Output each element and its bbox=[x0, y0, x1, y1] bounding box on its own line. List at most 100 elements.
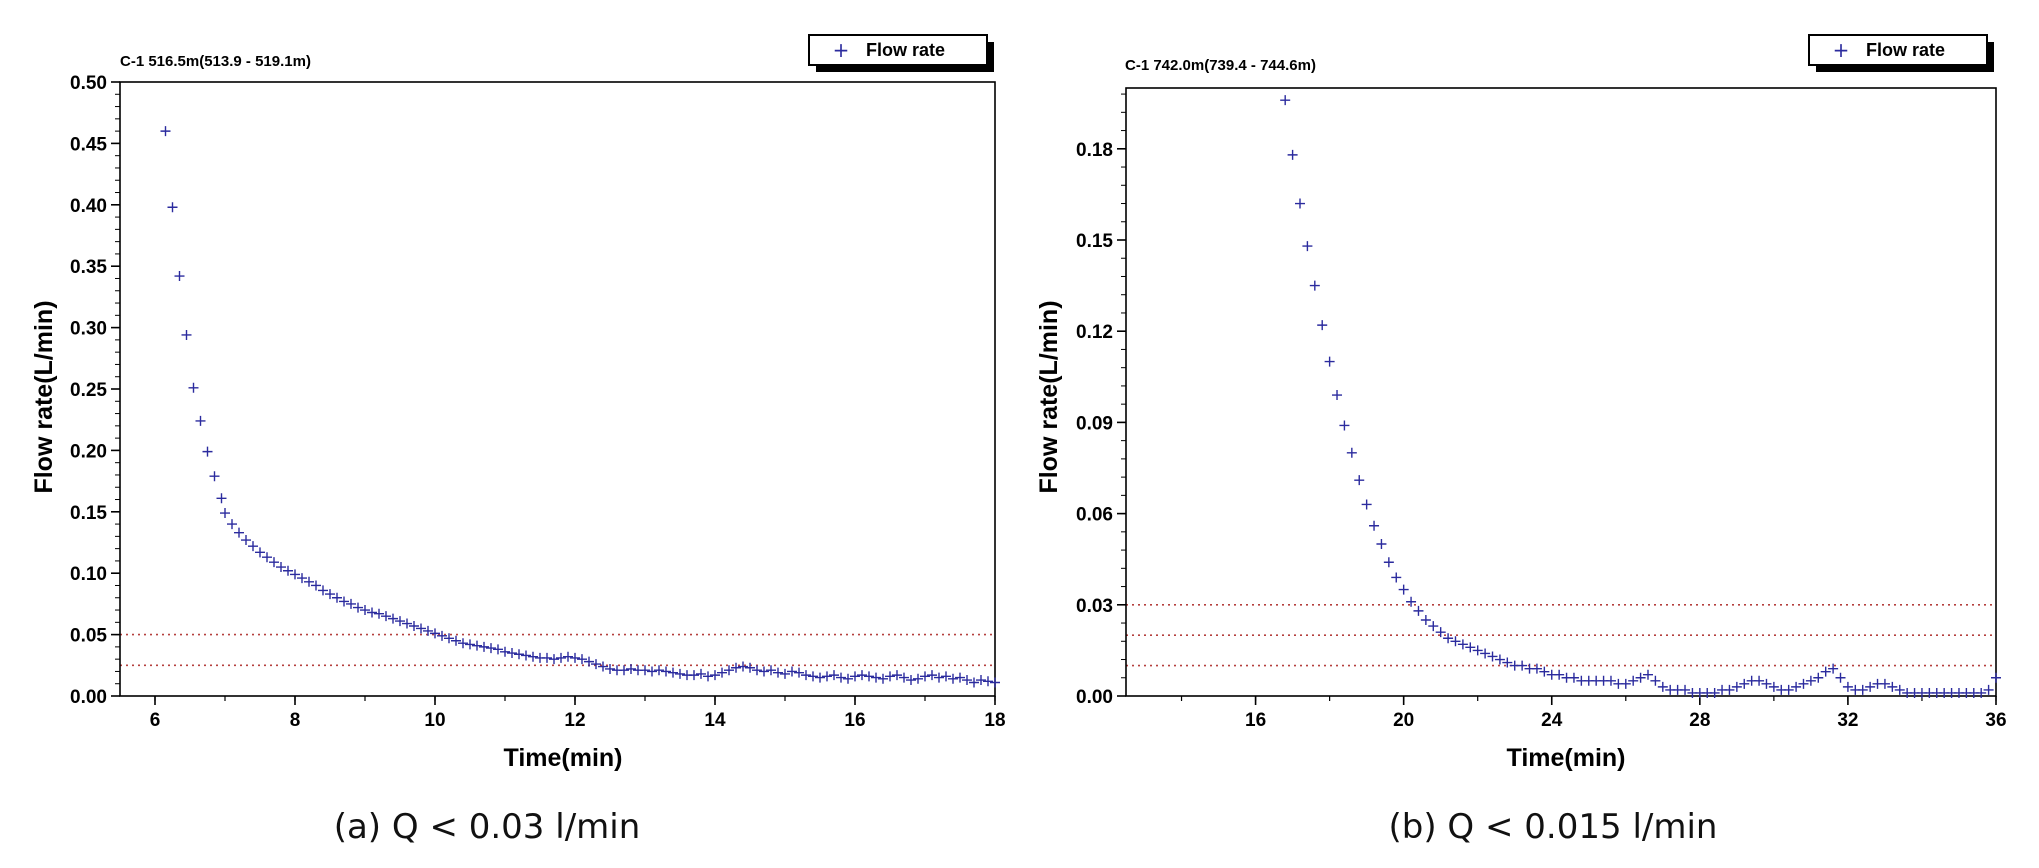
panel-b-data-point bbox=[1813, 672, 1824, 683]
panel-a-data-point bbox=[759, 666, 769, 677]
panel-b-x-tick-label-4: 32 bbox=[1837, 710, 1858, 731]
panel-b-data-point bbox=[1309, 280, 1320, 291]
panel-a-data-point bbox=[626, 663, 636, 674]
panel-b-data-point bbox=[1976, 687, 1987, 698]
panel-b-y-tick-label-1: 0.03 bbox=[1076, 596, 1113, 617]
panel-a-data-point bbox=[360, 605, 370, 616]
panel-b-ylabel: Flow rate(L/min) bbox=[1035, 300, 1063, 493]
panel-a-x-tick-label-3: 12 bbox=[564, 710, 585, 731]
panel-a-data-point bbox=[416, 623, 426, 634]
panel-b-data-point bbox=[1354, 475, 1365, 486]
panel-a-data-point bbox=[864, 671, 874, 682]
panel-a-data-point bbox=[836, 672, 846, 683]
panel-a-data-point bbox=[297, 573, 307, 584]
panel-b-data-point bbox=[1531, 663, 1542, 674]
panel-a-data-point bbox=[493, 644, 503, 655]
panel-b-data-point bbox=[1879, 678, 1890, 689]
panel-a-y-tick-label-7: 0.35 bbox=[70, 257, 107, 278]
panel-a-data-point bbox=[346, 598, 356, 609]
panel-a-data-point bbox=[195, 415, 206, 426]
panel-a-data-point bbox=[241, 535, 251, 546]
panel-a-plot-frame bbox=[119, 81, 996, 697]
panel-a-data-point bbox=[290, 569, 300, 580]
panel-b-data-point bbox=[1754, 675, 1765, 686]
panel-a-data-point bbox=[766, 665, 776, 676]
panel-a-data-point bbox=[167, 202, 178, 213]
panel-b-data-point bbox=[1317, 320, 1328, 331]
panel-a-data-point bbox=[920, 671, 930, 682]
panel-a-data-point bbox=[934, 672, 944, 683]
panel-b-data-point bbox=[1828, 663, 1839, 674]
panel-a-data-point bbox=[843, 673, 853, 684]
panel-b-data-point bbox=[1857, 684, 1868, 695]
panel-a-data-point bbox=[640, 665, 650, 676]
panel-b-data-point bbox=[1287, 149, 1298, 160]
panel-a-data-point bbox=[787, 666, 797, 677]
panel-a-legend-box bbox=[808, 34, 988, 66]
panel-a-data-point bbox=[528, 651, 538, 662]
panel-a-data-point bbox=[188, 382, 199, 393]
panel-b-data-point bbox=[1280, 95, 1291, 106]
panel-a-y-tick-label-4: 0.20 bbox=[70, 441, 107, 462]
panel-b-data-point bbox=[1842, 681, 1853, 692]
panel-a-caption: (a) Q < 0.03 l/min bbox=[334, 807, 641, 847]
panel-a-data-point bbox=[202, 446, 213, 457]
panel-a-data-point bbox=[703, 671, 713, 682]
panel-b-data-point bbox=[1628, 675, 1639, 686]
panel-a-data-point bbox=[318, 585, 328, 596]
panel-b-title: C-1 742.0m(739.4 - 744.6m) bbox=[1125, 57, 1316, 74]
panel-a-data-point bbox=[710, 670, 720, 681]
panel-a-y-tick-label-5: 0.25 bbox=[70, 380, 107, 401]
panel-a-data-point bbox=[752, 665, 762, 676]
panel-a-data-point bbox=[367, 607, 377, 618]
panel-b-y-tick-label-5: 0.15 bbox=[1076, 231, 1113, 252]
panel-a-data-point bbox=[605, 663, 615, 674]
panel-a-data-point bbox=[773, 667, 783, 678]
panel-a-data-point bbox=[808, 671, 818, 682]
panel-b-data-point bbox=[1391, 572, 1402, 583]
panel-a-data-point bbox=[696, 668, 706, 679]
panel-a-data-point bbox=[927, 670, 937, 681]
panel-a-data-point bbox=[815, 672, 825, 683]
panel-a-data-point bbox=[276, 562, 286, 573]
panel-a-data-point bbox=[892, 670, 902, 681]
panel-b-data-point bbox=[1761, 678, 1772, 689]
panel-a-data-point bbox=[269, 557, 279, 568]
panel-b-plot: 16 20 24 28 32 36 0.00 0.03 0.06 0.09 0.12 0.15 0.18 bbox=[1076, 87, 2007, 731]
panel-b-data-point bbox=[1620, 678, 1631, 689]
panel-a-y-tick-label-3: 0.15 bbox=[70, 503, 107, 524]
panel-b-data-point bbox=[1739, 678, 1750, 689]
panel-a-y-tick-label-6: 0.30 bbox=[70, 319, 107, 340]
panel-b-data-point bbox=[1791, 681, 1802, 692]
panel-b-data-point bbox=[1465, 642, 1476, 653]
panel-a-data-point bbox=[472, 640, 482, 651]
panel-a-x-tick-label-4: 14 bbox=[704, 710, 726, 731]
panel-b-data-point bbox=[1894, 684, 1905, 695]
panel-b-caption: (b) Q < 0.015 l/min bbox=[1389, 807, 1718, 847]
panel-a-data-point bbox=[976, 675, 986, 686]
panel-b-data-point bbox=[1835, 672, 1846, 683]
panel-a-data-point bbox=[717, 667, 727, 678]
panel-a-data-point bbox=[160, 126, 171, 137]
panel-b-data-point bbox=[1302, 241, 1313, 252]
panel-a-data-point bbox=[395, 616, 405, 627]
panel-a-data-point bbox=[738, 661, 748, 672]
panel-b-data-point bbox=[1568, 672, 1579, 683]
panel-a-data-point bbox=[801, 670, 811, 681]
panel-a-data-point bbox=[948, 673, 958, 684]
panel-b-x-tick-label-1: 20 bbox=[1393, 710, 1414, 731]
panel-a-legend-marker: + bbox=[833, 38, 850, 62]
panel-a-data-point bbox=[668, 667, 678, 678]
panel-b-data-point bbox=[1443, 633, 1454, 644]
panel-a-data-point bbox=[451, 635, 461, 646]
panel-a-data-point bbox=[577, 654, 587, 665]
panel-a-data-point bbox=[955, 672, 965, 683]
panel-a-data-point bbox=[941, 671, 951, 682]
panel-a-data-point bbox=[353, 602, 363, 613]
panel-a-data-point bbox=[500, 646, 510, 657]
panel-b-data-point bbox=[1517, 660, 1528, 671]
panel-a-data-point bbox=[563, 651, 573, 662]
panel-b-plot-frame bbox=[1125, 87, 1997, 697]
panel-a-data-point bbox=[209, 471, 220, 482]
panel-a-x-tick-label-6: 18 bbox=[984, 710, 1005, 731]
